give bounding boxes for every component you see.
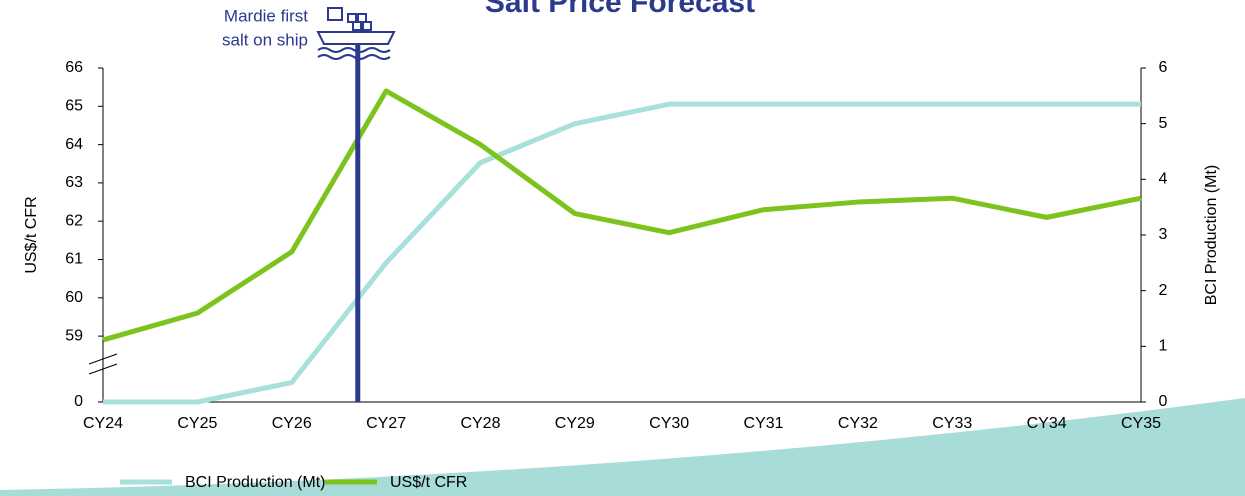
y2-tick-label: 5 — [1159, 115, 1168, 132]
x-tick-label: CY35 — [1121, 415, 1161, 432]
x-tick-label: CY25 — [177, 415, 217, 432]
event-marker-label: Mardie first — [224, 6, 308, 25]
series-line — [102, 88, 1142, 343]
legend-label: US$/t CFR — [390, 474, 467, 491]
x-tick-label: CY29 — [555, 415, 595, 432]
x-tick-label: CY34 — [1027, 415, 1067, 432]
legend-label: BCI Production (Mt) — [185, 474, 325, 491]
x-tick-label: CY32 — [838, 415, 878, 432]
x-tick-label: CY33 — [932, 415, 972, 432]
axis-break — [88, 353, 118, 365]
y2-tick-label: 6 — [1159, 59, 1168, 76]
y2-tick-label: 0 — [1159, 393, 1168, 410]
y2-tick-label: 2 — [1159, 282, 1168, 299]
y-tick-label: 0 — [74, 393, 83, 410]
chart-title: Salt Price Forecast — [485, 0, 755, 19]
y-tick-label: 65 — [65, 98, 83, 115]
y-tick-label: 59 — [65, 327, 83, 344]
x-tick-label: CY30 — [649, 415, 689, 432]
ship-icon — [316, 7, 396, 60]
x-tick-label: CY26 — [272, 415, 312, 432]
x-tick-label: CY31 — [744, 415, 784, 432]
y-tick-label: 60 — [65, 289, 83, 306]
y-tick-label: 66 — [65, 59, 83, 76]
x-tick-label: CY24 — [83, 415, 123, 432]
event-marker-label: salt on ship — [222, 30, 308, 49]
x-tick-label: CY27 — [366, 415, 406, 432]
y-axis-label: US$/t CFR — [23, 196, 40, 273]
y-tick-label: 62 — [65, 212, 83, 229]
y-tick-label: 63 — [65, 174, 83, 191]
axis-break — [88, 363, 118, 375]
x-tick-label: CY28 — [460, 415, 500, 432]
y2-tick-label: 3 — [1159, 226, 1168, 243]
y2-tick-label: 4 — [1159, 171, 1168, 188]
series-line — [103, 101, 1141, 405]
y-tick-label: 64 — [65, 136, 83, 153]
y2-axis-label: BCI Production (Mt) — [1203, 165, 1220, 305]
y2-tick-label: 1 — [1159, 338, 1168, 355]
decorative-swoosh — [0, 398, 1245, 496]
y-tick-label: 61 — [65, 251, 83, 268]
